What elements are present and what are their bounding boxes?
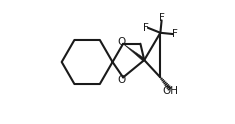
Polygon shape	[123, 44, 145, 61]
Text: F: F	[172, 29, 178, 39]
Text: OH: OH	[162, 86, 178, 96]
Text: O: O	[118, 75, 126, 85]
Text: O: O	[118, 36, 126, 46]
Text: F: F	[159, 13, 164, 23]
Text: F: F	[143, 23, 149, 33]
